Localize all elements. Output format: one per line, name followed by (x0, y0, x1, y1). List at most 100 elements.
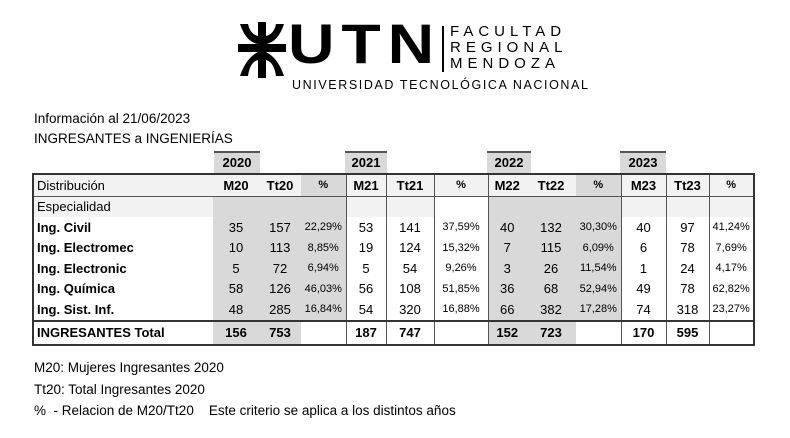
cell: 4,17% (708, 258, 754, 279)
cell: 16,88% (433, 299, 488, 321)
cell (665, 196, 709, 217)
cell: 157 (259, 217, 301, 238)
faculty-line: MENDOZA (450, 55, 560, 72)
cell: 132 (526, 217, 576, 238)
cell: 5 (345, 258, 386, 279)
note: % - Relacion de M20/Tt20 Este criterio s… (34, 403, 456, 418)
cell: 170 (620, 319, 666, 345)
ingresantes-table: Distribución M20 Tt20% M21 Tt21% M22 Tt22% M23 T… (32, 173, 755, 346)
cell: 320 (385, 299, 434, 321)
row-label: Ing. Sist. Inf. (37, 301, 115, 317)
cell: 382 (526, 299, 576, 321)
cell: 126 (259, 278, 301, 299)
cell: 6,94% (301, 258, 346, 279)
cell: 11,54% (576, 258, 621, 279)
column-header: % (301, 174, 346, 197)
cell: 37,59% (433, 217, 488, 238)
row-label: Ing. Electronic (37, 260, 127, 276)
cell: 6 (620, 237, 666, 258)
cell: 62,82% (708, 278, 754, 299)
year-label: 2020 (214, 151, 260, 173)
cell: 595 (665, 319, 709, 345)
cell: 35 (213, 217, 259, 238)
info-date: Información al 21/06/2023 (34, 111, 191, 126)
column-header: M23 (620, 174, 666, 197)
report-title: INGRESANTES a INGENIERÍAS (34, 131, 233, 146)
cell: 723 (526, 319, 576, 345)
cell: 285 (259, 299, 301, 321)
cell: 152 (487, 319, 526, 345)
year-label: 2022 (487, 151, 531, 173)
cell (345, 196, 386, 217)
table-row: Ing. Sist. Inf. 48 285 16,84% 54 320 16,88% 66 3… (33, 299, 754, 321)
cell (301, 196, 346, 217)
column-header: Tt21 (385, 174, 434, 197)
cell (433, 196, 488, 217)
column-header: M21 (345, 174, 386, 197)
cell: 15,32% (433, 237, 488, 258)
cell: 97 (665, 217, 709, 238)
table-row: Ing. Electronic 5 72 6,94% 5 54 9,26% 3 26 11,54%… (33, 258, 754, 279)
cell: 16,84% (301, 299, 346, 321)
cell: 187 (345, 319, 386, 345)
cell: 41,24% (708, 217, 754, 238)
cell: 74 (620, 299, 666, 321)
cell: 52,94% (576, 278, 621, 299)
cell (433, 319, 488, 345)
cell: 51,85% (433, 278, 488, 299)
faculty-line: FACULTAD (450, 23, 567, 40)
column-header: % (433, 174, 488, 197)
cell: 7,69% (708, 237, 754, 258)
cell (576, 196, 621, 217)
note: Tt20: Total Ingresantes 2020 (34, 382, 205, 397)
cell: 40 (620, 217, 666, 238)
cell (385, 196, 434, 217)
cell: 22,29% (301, 217, 346, 238)
column-header: % (708, 174, 754, 197)
cell: 54 (345, 299, 386, 321)
cell (620, 196, 666, 217)
column-header: M20 (213, 174, 259, 197)
row-label: INGRESANTES Total (33, 319, 213, 345)
utn-logo: UTN FACULTAD REGIONAL MENDOZA UNIVERSIDA… (238, 16, 588, 94)
cell: 56 (345, 278, 386, 299)
cell: 124 (385, 237, 434, 258)
cell (576, 319, 621, 345)
cell: 115 (526, 237, 576, 258)
cell: 58 (213, 278, 259, 299)
column-header: Tt23 (665, 174, 709, 197)
cell: 113 (259, 237, 301, 258)
tot-row: INGRESANTES Total 156 753 187 747 152 723 170 59… (33, 319, 754, 345)
faculty-line: REGIONAL (450, 39, 568, 56)
utn-wordmark: UTN (288, 12, 442, 75)
cell: 8,85% (301, 237, 346, 258)
cell: 66 (487, 299, 526, 321)
row-label: Ing. Química (37, 281, 116, 297)
cell: 78 (665, 278, 709, 299)
cell: 30,30% (576, 217, 621, 238)
cell (259, 196, 301, 217)
cell: 24 (665, 258, 709, 279)
cell: 26 (526, 258, 576, 279)
logo-divider (442, 26, 444, 72)
table-row: Ing. Civil 35 157 22,29% 53 141 37,59% 40 132 30,… (33, 217, 754, 238)
cell: 68 (526, 278, 576, 299)
cell: 46,03% (301, 278, 346, 299)
university-name: UNIVERSIDAD TECNOLÓGICA NACIONAL (292, 78, 590, 92)
cell: 753 (259, 319, 301, 345)
cell: 108 (385, 278, 434, 299)
utn-emblem-icon (238, 22, 286, 78)
cell: 10 (213, 237, 259, 258)
esp-row: Especialidad (33, 196, 754, 217)
faculty-name: FACULTAD REGIONAL MENDOZA (450, 24, 568, 72)
cell: 5 (213, 258, 259, 279)
cell: 3 (487, 258, 526, 279)
cell: 23,27% (708, 299, 754, 321)
row-label: Especialidad (33, 196, 213, 217)
cell: 49 (620, 278, 666, 299)
cell: 53 (345, 217, 386, 238)
row-label: Ing. Electromec (37, 240, 134, 256)
cell: 17,28% (576, 299, 621, 321)
cell: 72 (259, 258, 301, 279)
